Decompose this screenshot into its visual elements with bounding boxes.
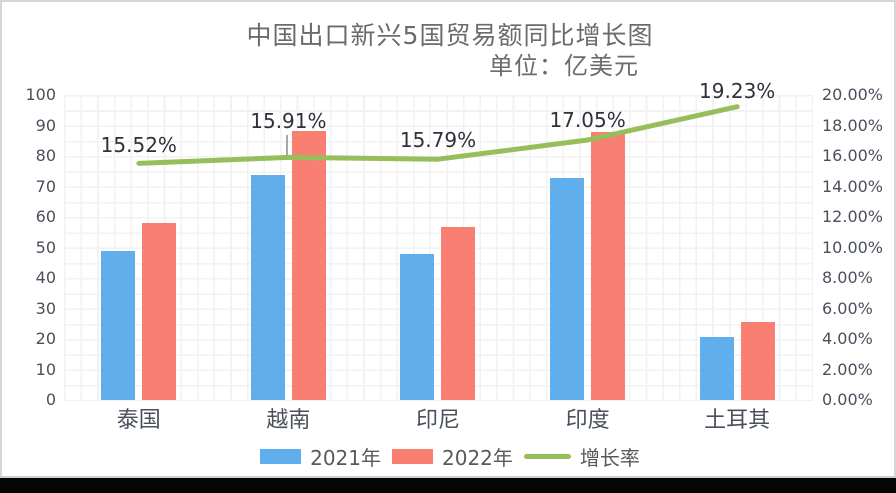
- legend-line-swatch: [523, 453, 571, 459]
- bar-2022年-土耳其: [740, 321, 775, 400]
- chart-subtitle: 单位：亿美元: [489, 52, 639, 80]
- legend-item-2021: 2021年: [260, 442, 381, 471]
- legend-label-2021: 2021年: [310, 445, 381, 470]
- chart-title: 中国出口新兴5国贸易额同比增长图: [246, 21, 654, 50]
- left-axis-tick-70: 70: [35, 176, 56, 196]
- right-axis-tick-8.00%: 8.00%: [822, 268, 873, 287]
- right-axis-tick-0.00%: 0.00%: [822, 390, 873, 409]
- bar-group-2: [214, 95, 364, 400]
- category-label-越南: 越南: [266, 408, 311, 433]
- legend-swatch-2021: [260, 448, 302, 464]
- category-label-土耳其: 土耳其: [704, 408, 771, 433]
- right-axis-tick-14.00%: 14.00%: [822, 176, 884, 196]
- bottom-black-strip: [0, 478, 896, 493]
- legend-swatch-2022: [392, 448, 433, 464]
- bar-2021年-印尼: [400, 254, 435, 400]
- right-axis-tick-18.00%: 18.00%: [822, 115, 884, 135]
- bar-2021年-泰国: [101, 250, 136, 400]
- legend-item-growth: 增长率: [523, 442, 640, 471]
- left-axis-tick-60: 60: [35, 207, 56, 226]
- bar-2022年-印度: [591, 131, 626, 400]
- right-axis-tick-16.00%: 16.00%: [822, 146, 884, 165]
- bar-group-1: [64, 95, 214, 400]
- growth-data-label-3: 15.79%: [399, 128, 477, 153]
- bar-2022年-越南: [291, 131, 326, 400]
- growth-data-label-2: 15.91%: [250, 109, 327, 134]
- label-leader-line: [286, 135, 289, 156]
- left-axis-tick-100: 100: [25, 85, 56, 104]
- category-label-印度: 印度: [565, 408, 610, 433]
- bar-2021年-土耳其: [699, 337, 734, 400]
- bar-2022年-印尼: [441, 226, 476, 400]
- legend: 2021年 2022年 增长率: [2, 442, 896, 471]
- right-axis-tick-20.00%: 20.00%: [822, 85, 884, 104]
- legend-label-2022: 2022年: [442, 445, 513, 470]
- growth-data-label-1: 15.52%: [100, 133, 177, 158]
- bar-group-3: [363, 95, 513, 400]
- left-axis-tick-20: 20: [35, 329, 56, 348]
- plot-area: [64, 95, 813, 401]
- growth-data-label-5: 19.23%: [699, 78, 776, 103]
- left-axis-tick-90: 90: [35, 115, 56, 135]
- left-axis-tick-30: 30: [35, 298, 56, 318]
- left-axis-tick-10: 10: [35, 359, 56, 379]
- right-axis-tick-12.00%: 12.00%: [822, 207, 884, 226]
- bar-group-5: [662, 95, 812, 400]
- growth-data-label-4: 17.05%: [549, 107, 626, 132]
- legend-item-2022: 2022年: [392, 442, 513, 471]
- chart-card: 中国出口新兴5国贸易额同比增长图 单位：亿美元 100 90 80 70 60 50 40 3…: [0, 0, 896, 478]
- left-axis-tick-80: 80: [35, 146, 56, 165]
- right-axis-tick-6.00%: 6.00%: [822, 298, 873, 318]
- bar-2021年-印度: [550, 177, 585, 400]
- bar-2021年-越南: [250, 174, 285, 400]
- left-axis-tick-40: 40: [35, 268, 56, 287]
- legend-label-growth: 增长率: [579, 445, 640, 470]
- category-label-泰国: 泰国: [116, 408, 161, 433]
- right-axis-tick-2.00%: 2.00%: [822, 359, 873, 379]
- left-axis-tick-0: 0: [45, 390, 56, 409]
- category-label-印尼: 印尼: [415, 408, 460, 433]
- right-axis-tick-10.00%: 10.00%: [822, 237, 884, 257]
- left-axis-tick-50: 50: [35, 237, 56, 257]
- bar-group-4: [513, 95, 663, 400]
- right-axis-tick-4.00%: 4.00%: [822, 329, 873, 348]
- bar-2022年-泰国: [142, 223, 177, 400]
